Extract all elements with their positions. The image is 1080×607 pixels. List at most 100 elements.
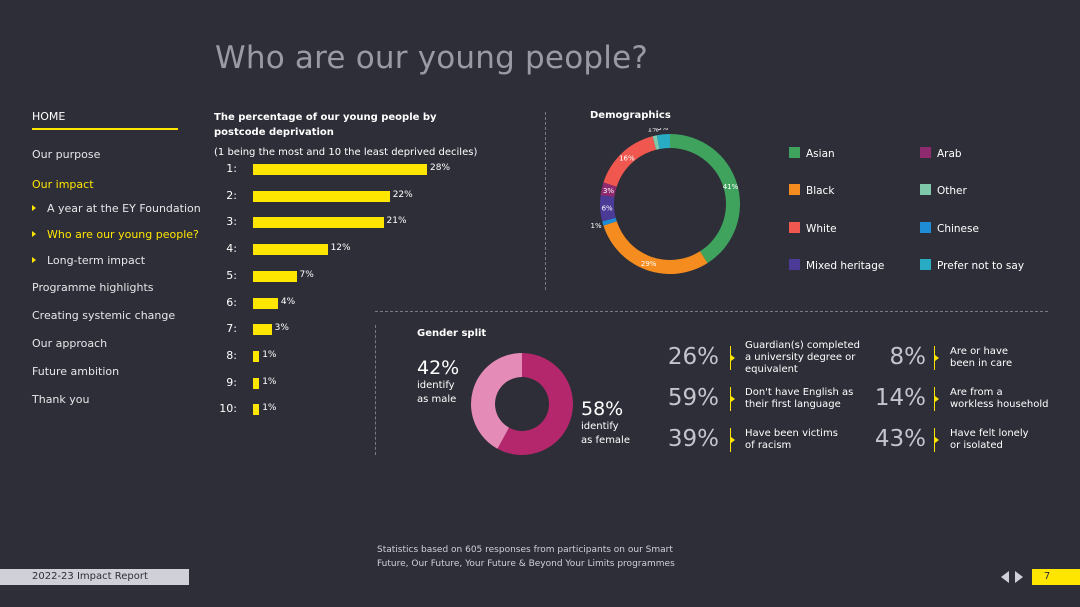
stat-description: Guardian(s) completed a university degree… <box>745 340 860 376</box>
demographics-slice-label: 1% <box>591 222 602 230</box>
gender-split-title: Gender split <box>417 328 487 339</box>
bar-category-label: 6: <box>226 295 237 309</box>
legend-label: Mixed heritage <box>806 260 885 272</box>
nav-item-label: Programme highlights <box>32 281 154 294</box>
stat-pointer-triangle <box>731 355 735 361</box>
gender-female-block: 58% identify as female <box>581 398 630 448</box>
legend-label: Chinese <box>937 223 979 235</box>
stat-description: Have felt lonely or isolated <box>950 428 1029 452</box>
nav-item-label: Creating systemic change <box>32 309 176 322</box>
gender-female-desc-1: identify <box>581 421 619 432</box>
divider-vertical-bottom <box>375 325 376 455</box>
next-page-icon[interactable] <box>1015 571 1023 583</box>
nav-item-7[interactable]: Our approach <box>32 337 107 350</box>
stat-description: Have been victims of racism <box>745 428 838 452</box>
gender-female-desc-2: as female <box>581 435 630 446</box>
gender-male-desc-1: identify <box>417 380 455 391</box>
deprivation-chart-title: The percentage of our young people by po… <box>214 112 437 138</box>
nav-item-5[interactable]: Programme highlights <box>32 281 153 294</box>
statistics-footnote: Statistics based on 605 responses from p… <box>377 545 675 569</box>
nav-item-label: Thank you <box>32 393 90 406</box>
demographics-slice-arab <box>600 182 617 197</box>
demographics-slice-label: 1% <box>648 128 659 133</box>
nav-home-underline <box>32 128 178 130</box>
stat-pointer-line <box>730 387 731 411</box>
bar-value-label: 1% <box>262 376 277 387</box>
stat-description: Are from a workless household <box>950 387 1048 411</box>
stat-percentage: 59% <box>667 385 719 411</box>
bar-category-label: 5: <box>226 268 237 282</box>
demographics-slice-mixed-heritage <box>600 195 616 222</box>
nav-bullet-icon <box>32 257 36 263</box>
stat-percentage: 39% <box>667 426 719 452</box>
nav-item-2[interactable]: A year at the EY Foundation <box>32 202 201 215</box>
gender-slice-female <box>497 353 573 455</box>
stat-description-line: equivalent <box>745 364 798 375</box>
demographics-slice-prefer-not-to-say <box>656 134 670 149</box>
legend-item-black: Black <box>789 184 834 197</box>
demographics-slice-label: 29% <box>641 260 657 268</box>
nav-home-link[interactable]: HOME <box>32 110 66 123</box>
nav-item-9[interactable]: Thank you <box>32 393 89 406</box>
stat-description-line: of racism <box>745 440 792 451</box>
legend-swatch <box>920 259 931 270</box>
previous-page-icon[interactable] <box>1001 571 1009 583</box>
stat-pointer-triangle <box>731 396 735 402</box>
stat-pointer-line <box>730 346 731 370</box>
stat-pointer-icon <box>934 387 939 411</box>
bar-mark <box>253 190 390 202</box>
demographics-slice-label: 16% <box>619 155 635 163</box>
stat-description-line: or isolated <box>950 440 1003 451</box>
gender-male-desc-2: as male <box>417 394 457 405</box>
stat-pointer-triangle <box>935 396 939 402</box>
stat-pointer-triangle <box>731 437 735 443</box>
nav-item-6[interactable]: Creating systemic change <box>32 309 175 322</box>
legend-swatch <box>920 147 931 158</box>
demographics-slice-label: 6% <box>602 204 613 212</box>
bar-mark <box>253 404 260 416</box>
nav-item-label: Who are our young people? <box>47 228 199 241</box>
nav-item-0[interactable]: Our purpose <box>32 148 100 161</box>
nav-item-4[interactable]: Long-term impact <box>32 254 145 267</box>
stat-description-line: their first language <box>745 399 841 410</box>
bar-category-label: 9: <box>226 375 237 389</box>
bar-category-label: 2: <box>226 188 237 202</box>
nav-item-8[interactable]: Future ambition <box>32 365 119 378</box>
bar-value-label: 3% <box>274 323 289 334</box>
stat-pointer-icon <box>730 387 735 411</box>
legend-item-chinese: Chinese <box>920 222 979 235</box>
nav-item-3[interactable]: Who are our young people? <box>32 228 199 241</box>
nav-item-label: Our impact <box>32 178 94 191</box>
nav-item-1[interactable]: Our impact <box>32 178 94 191</box>
bar-mark <box>253 324 272 336</box>
demographics-slice-white <box>603 136 657 187</box>
bar-value-label: 1% <box>262 403 277 414</box>
stat-pointer-triangle <box>935 355 939 361</box>
bar-category-label: 4: <box>226 242 237 256</box>
page-title: Who are our young people? <box>215 40 648 76</box>
bar-category-label: 1: <box>226 162 237 175</box>
stat-percentage: 8% <box>889 344 927 370</box>
stat-pointer-line <box>934 346 935 370</box>
stat-pointer-icon <box>934 428 939 452</box>
bar-value-label: 28% <box>430 163 451 173</box>
bar-value-label: 22% <box>392 189 413 200</box>
demographics-slice-other <box>652 135 660 150</box>
legend-item-mixed-heritage: Mixed heritage <box>789 259 884 272</box>
stat-description-line: been in care <box>950 358 1013 369</box>
stat-description-line: a university degree or <box>745 352 856 363</box>
stat-pointer-icon <box>730 346 735 370</box>
nav-item-label: Our approach <box>32 337 108 350</box>
bar-mark <box>253 244 328 256</box>
stat-pointer-icon <box>730 428 735 452</box>
bar-category-label: 8: <box>226 348 237 362</box>
legend-swatch <box>789 259 800 270</box>
stat-description-line: Have felt lonely <box>950 428 1029 439</box>
nav-item-label: Future ambition <box>32 365 120 378</box>
legend-swatch <box>789 147 800 158</box>
nav-bullet-icon <box>32 231 36 237</box>
gender-male-block: 42% identify as male <box>417 357 459 407</box>
stat-description-line: Guardian(s) completed <box>745 340 860 351</box>
stat-description: Are or have been in care <box>950 346 1012 370</box>
legend-swatch <box>789 222 800 233</box>
